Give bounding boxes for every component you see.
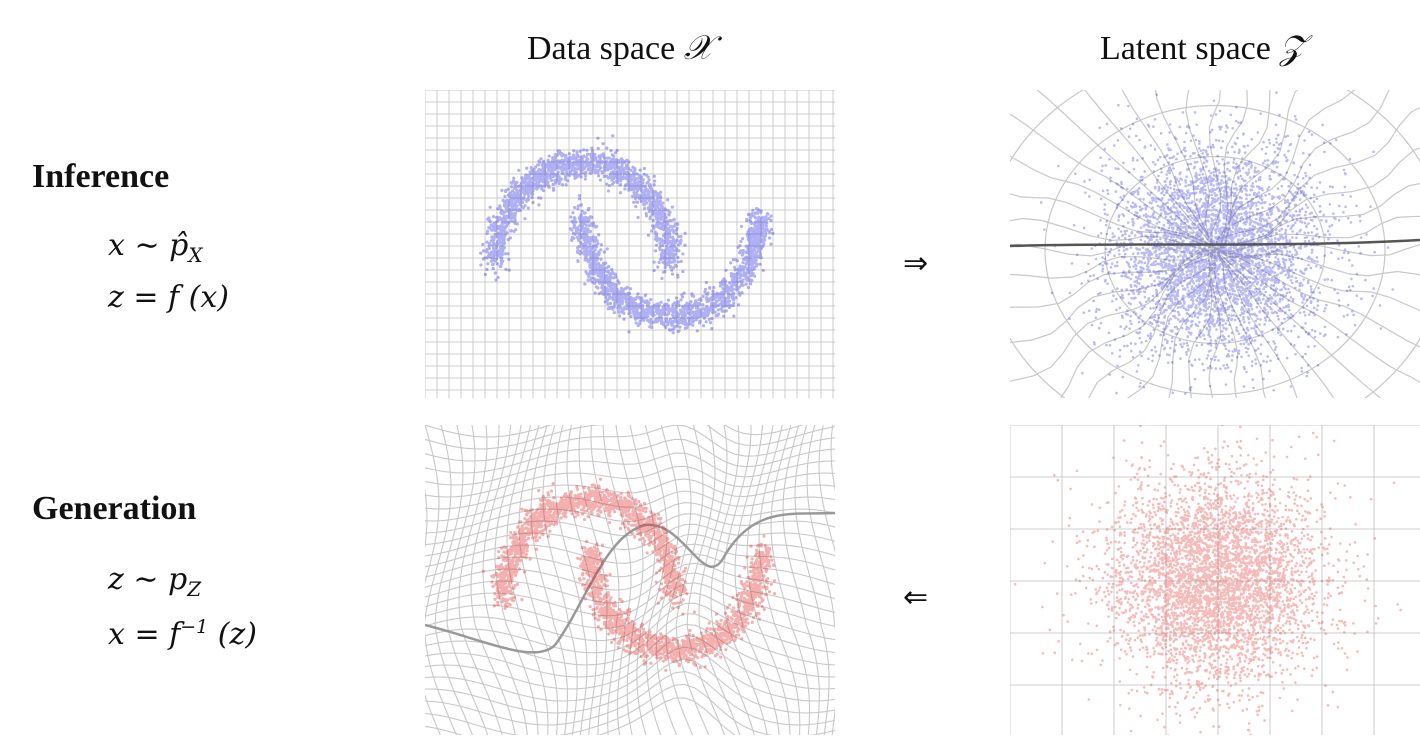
generation-title: Generation xyxy=(32,490,197,527)
generation-data-space-plot xyxy=(425,425,835,735)
generation-eq-mapping: x = f−1 (z) xyxy=(108,616,257,652)
latent-space-label: Latent space xyxy=(1100,30,1271,67)
inference-data-space-plot xyxy=(425,90,835,398)
inference-data-space-panel xyxy=(425,90,835,398)
inverse-arrow: ⇐ xyxy=(903,580,929,615)
inference-latent-space-plot xyxy=(1010,90,1420,398)
latent-space-symbol: 𝒵 xyxy=(1279,28,1306,68)
generation-data-space-panel xyxy=(425,425,835,735)
forward-arrow: ⇒ xyxy=(903,246,929,281)
inference-eq-sampling: x ∼ p̂X xyxy=(108,228,203,267)
generation-latent-space-plot xyxy=(1010,425,1420,735)
inference-latent-space-panel xyxy=(1010,90,1420,398)
inference-title: Inference xyxy=(32,158,170,195)
data-space-symbol: 𝒳 xyxy=(683,28,713,68)
data-space-label: Data space xyxy=(527,30,676,67)
inference-eq-mapping: z = f (x) xyxy=(108,280,229,315)
generation-eq-sampling: z ∼ pZ xyxy=(108,562,202,601)
data-space-title: Data space 𝒳 xyxy=(527,28,713,68)
latent-space-title: Latent space 𝒵 xyxy=(1100,28,1305,68)
generation-latent-space-panel xyxy=(1010,425,1420,735)
